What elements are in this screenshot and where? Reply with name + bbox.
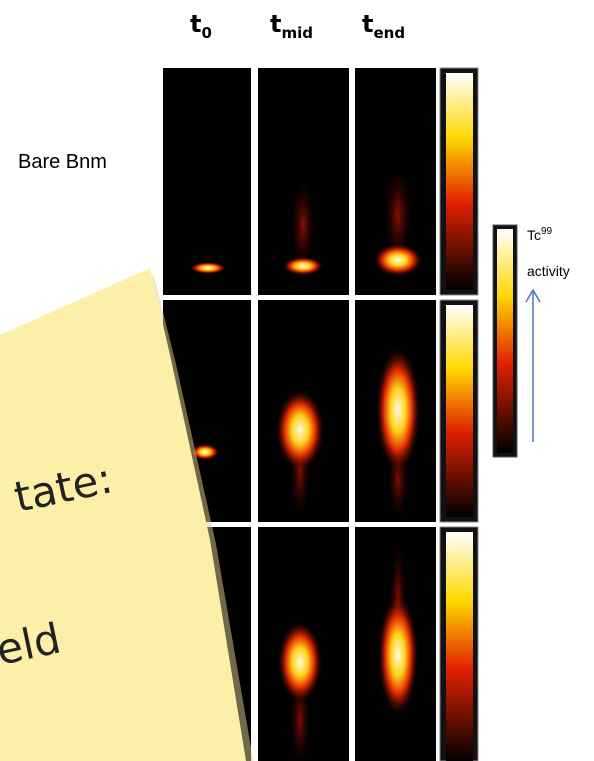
slide: t0 tmid tend Bare Bnm [0, 0, 594, 761]
header: tmid [270, 10, 313, 42]
legend: Tc99 activity [493, 225, 570, 457]
activity-blob [276, 390, 324, 470]
activity-blob [278, 622, 322, 702]
header-sub: end [373, 24, 405, 42]
header: tend [362, 10, 405, 42]
colorbar [446, 305, 473, 517]
header-base: t [190, 10, 201, 38]
activity-blob [283, 257, 323, 275]
colorbar [446, 73, 473, 290]
activity-blob [374, 244, 422, 276]
header-base: t [362, 10, 373, 38]
legend-colorbar [497, 229, 513, 453]
activity-trail [291, 180, 315, 270]
row-label: Bare Bnm [18, 151, 107, 173]
header-sub: 0 [201, 24, 211, 42]
header: t0 [190, 10, 212, 42]
panel [163, 68, 251, 295]
headers: t0 tmid tend [190, 10, 405, 42]
activity-blob [378, 595, 418, 715]
legend-base: Tc [527, 227, 541, 243]
legend-sup: 99 [541, 226, 553, 237]
header-sub: mid [281, 24, 313, 42]
activity-blob [376, 348, 420, 472]
header-base: t [270, 10, 281, 38]
activity-blob [190, 262, 226, 274]
page: {"headers":[{"base":"t","sub":"0"},{"bas… [0, 0, 594, 761]
colorbar [446, 532, 473, 761]
legend-label: Tc99 [527, 226, 553, 243]
legend-label: activity [527, 263, 570, 279]
